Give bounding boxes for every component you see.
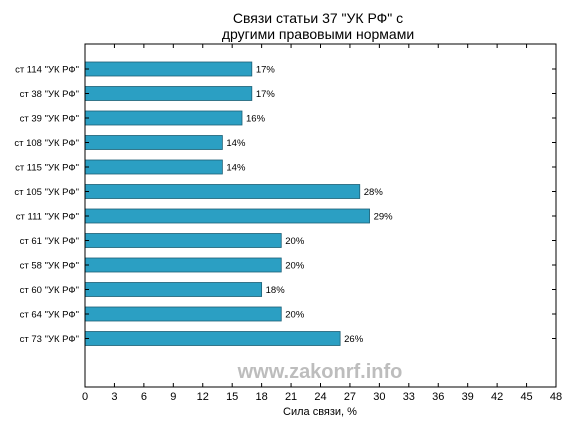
bar [84,159,223,175]
watermark-text: www.zakonrf.info [237,361,403,383]
bar-value-label: 17% [256,89,276,100]
x-tick-label: 45 [520,391,532,403]
x-axis-label: Сила связи, % [283,406,357,418]
bar [84,208,370,224]
x-tick-label: 48 [550,391,562,403]
category-label: ст 38 "УК РФ" [20,89,79,100]
category-label: ст 73 "УК РФ" [20,334,79,345]
bar [84,257,282,273]
x-tick-label: 39 [462,391,474,403]
x-tick-label: 27 [344,391,356,403]
bar-value-label: 18% [266,285,286,296]
chart-title-line-2: другими правовыми нормами [222,26,414,42]
category-label: ст 58 "УК РФ" [20,261,79,272]
x-tick-label: 21 [285,391,297,403]
bar-value-label: 29% [374,212,394,223]
x-tick-label: 18 [256,391,268,403]
category-label: ст 60 "УК РФ" [20,285,79,296]
x-tick-label: 9 [170,391,176,403]
x-tick-label: 12 [197,391,209,403]
category-label: ст 39 "УК РФ" [20,114,79,125]
x-tick-label: 24 [314,391,326,403]
category-label: ст 61 "УК РФ" [20,236,79,247]
bar-value-label: 20% [285,236,305,247]
x-tick-label: 42 [491,391,503,403]
bar-value-label: 14% [226,163,246,174]
bar [84,86,253,101]
bar-value-label: 16% [246,114,266,125]
x-tick-label: 6 [141,391,147,403]
bar [84,233,282,248]
bar-value-label: 26% [344,334,364,345]
category-label: ст 115 "УК РФ" [15,163,79,174]
category-label: ст 64 "УК РФ" [20,310,79,321]
category-label: ст 111 "УК РФ" [16,212,79,223]
x-tick-label: 36 [432,391,444,403]
bar-value-label: 20% [285,261,305,272]
x-tick-label: 0 [82,391,88,403]
bar [84,61,253,77]
bar-value-label: 20% [285,310,305,321]
x-tick-label: 15 [226,391,238,403]
chart-title-line-1: Связи статьи 37 "УК РФ" с [233,10,403,26]
x-tick-label: 33 [403,391,415,403]
bar [84,331,341,346]
x-tick-label: 3 [111,391,117,403]
category-label: ст 108 "УК РФ" [14,138,79,149]
bar-value-label: 28% [364,187,384,198]
bar [84,110,243,126]
bar [84,306,282,322]
bar [84,184,361,199]
category-label: ст 114 "УК РФ" [15,65,79,76]
bar [84,282,263,297]
bar [84,135,223,150]
bar-value-label: 14% [226,138,246,149]
bar-value-label: 17% [256,65,276,76]
x-tick-label: 30 [373,391,385,403]
category-label: ст 105 "УК РФ" [14,187,79,198]
